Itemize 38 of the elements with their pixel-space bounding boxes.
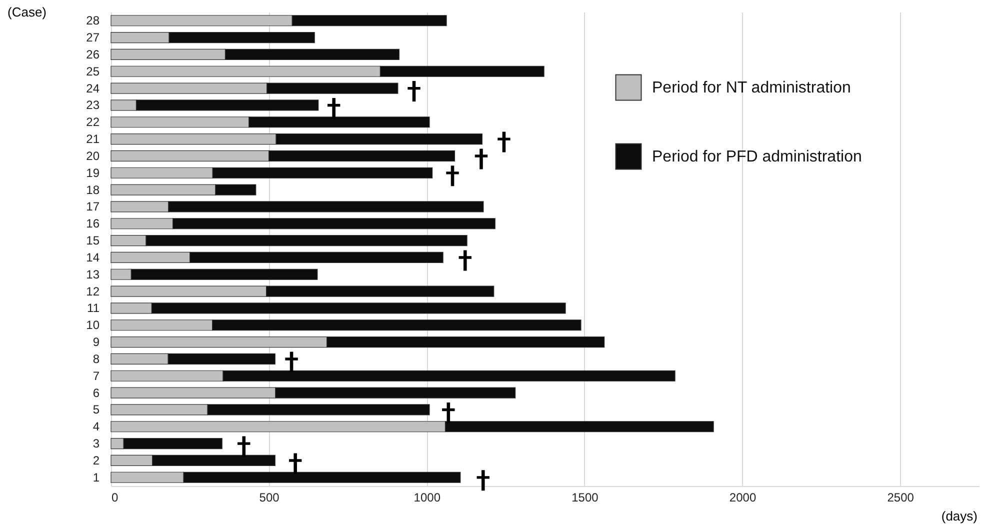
y-tick-label: 16: [86, 216, 100, 231]
y-tick-label: 8: [92, 352, 100, 366]
x-tick-label: 500: [259, 490, 280, 504]
y-axis-title: (Case): [8, 4, 47, 20]
y-tick-label: 22: [86, 115, 100, 130]
y-tick-label: 23: [86, 98, 100, 112]
y-tick-label: 19: [86, 166, 100, 180]
y-tick-label: 12: [86, 284, 100, 298]
x-tick-label: 2500: [887, 490, 914, 504]
y-tick-label: 18: [86, 182, 100, 197]
x-tick-label: 1500: [572, 490, 599, 504]
y-tick-label: 1: [92, 470, 100, 484]
y-tick-label: 28: [86, 14, 100, 28]
y-tick-label: 21: [86, 132, 100, 146]
x-tick-label: 0: [112, 490, 118, 504]
legend-label: Period for PFD administration: [652, 148, 862, 166]
y-tick-label: 25: [86, 64, 100, 78]
y-tick-label: 7: [92, 368, 100, 383]
y-tick-label: 2: [92, 453, 100, 468]
y-tick-label: 26: [86, 47, 100, 62]
y-tick-label: 10: [86, 318, 100, 332]
x-tick-label: 1000: [414, 490, 441, 504]
y-tick-label: 27: [86, 30, 100, 45]
y-tick-label: 9: [92, 335, 100, 350]
y-tick-label: 14: [86, 250, 100, 264]
y-tick-label: 15: [86, 234, 100, 248]
y-tick-label: 17: [86, 200, 100, 214]
y-tick-label: 20: [86, 148, 100, 163]
y-tick-label: 4: [92, 420, 100, 434]
y-tick-label: 6: [92, 386, 100, 400]
y-tick-label: 5: [92, 402, 100, 417]
x-axis-title: (days): [941, 508, 978, 524]
y-tick-label: 24: [86, 81, 100, 96]
x-tick-label: 2000: [729, 490, 756, 504]
y-tick-label: 13: [86, 267, 100, 282]
legend-label: Period for NT administration: [652, 80, 851, 96]
y-tick-label: 11: [87, 301, 100, 316]
y-tick-label: 3: [92, 436, 100, 451]
